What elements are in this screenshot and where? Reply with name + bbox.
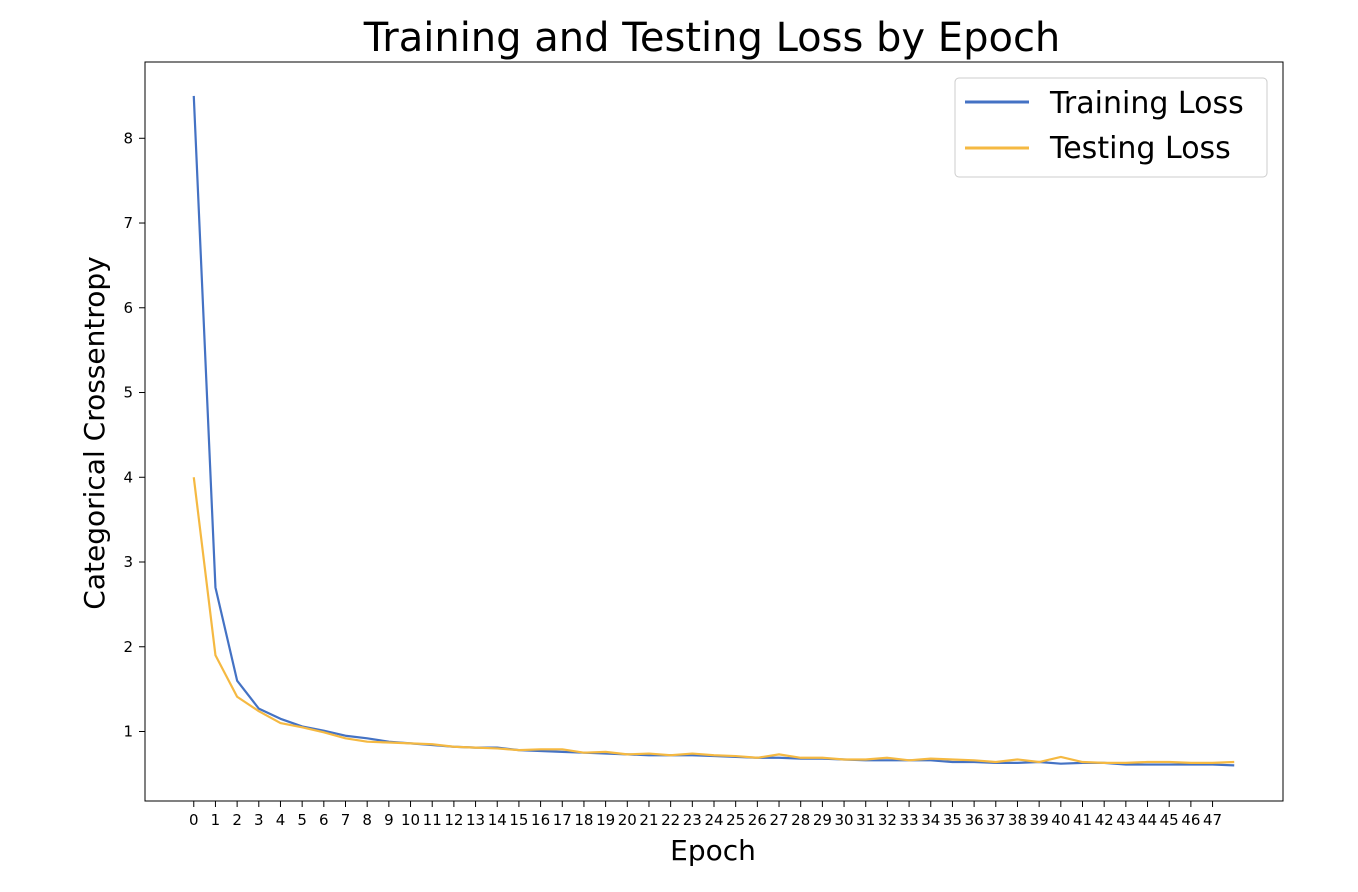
x-tick-label: 32 — [878, 811, 897, 829]
x-tick-label: 7 — [341, 811, 351, 829]
x-tick-label: 23 — [683, 811, 702, 829]
x-tick-label: 40 — [1051, 811, 1070, 829]
y-tick-label: 2 — [123, 638, 133, 656]
x-tick-label: 34 — [921, 811, 940, 829]
x-tick-label: 37 — [986, 811, 1005, 829]
x-tick-label: 11 — [423, 811, 442, 829]
x-tick-label: 43 — [1116, 811, 1135, 829]
x-tick-label: 13 — [466, 811, 485, 829]
series-lines — [192, 95, 1235, 767]
x-tick-label: 4 — [276, 811, 286, 829]
x-tick-label: 41 — [1073, 811, 1092, 829]
x-tick-label: 27 — [769, 811, 788, 829]
x-tick-label: 30 — [835, 811, 854, 829]
x-tick-label: 33 — [900, 811, 919, 829]
x-tick-label: 22 — [661, 811, 680, 829]
x-tick-label: 10 — [401, 811, 420, 829]
x-tick-label: 26 — [748, 811, 767, 829]
x-tick-label: 36 — [965, 811, 984, 829]
x-tick-label: 21 — [639, 811, 658, 829]
y-axis-ticks: 1 2 3 4 5 6 7 8 — [123, 129, 145, 741]
legend: Training Loss Testing Loss — [954, 77, 1268, 178]
y-axis-label: Categorical Crossentropy — [78, 256, 111, 609]
x-tick-label: 35 — [943, 811, 962, 829]
x-tick-label: 17 — [553, 811, 572, 829]
legend-box — [954, 77, 1268, 178]
x-tick-label: 25 — [726, 811, 745, 829]
legend-label-training-loss: Training Loss — [1049, 86, 1244, 121]
legend-label-testing-loss: Testing Loss — [1049, 131, 1231, 166]
series-line-testing-loss — [192, 477, 1235, 764]
x-axis-ticks: 0 1 2 3 4 5 6 7 8 9 10 11 12 13 14 15 16 17 18 19 20 21 22 23 24… — [189, 801, 1222, 829]
x-tick-label: 46 — [1181, 811, 1200, 829]
x-tick-label: 5 — [297, 811, 307, 829]
x-tick-label: 47 — [1203, 811, 1222, 829]
y-tick-label: 4 — [123, 468, 133, 486]
y-tick-label: 1 — [123, 723, 133, 741]
x-tick-label: 18 — [574, 811, 593, 829]
x-tick-label: 20 — [618, 811, 637, 829]
x-tick-label: 0 — [189, 811, 199, 829]
x-tick-label: 19 — [596, 811, 615, 829]
x-tick-label: 38 — [1008, 811, 1027, 829]
x-tick-label: 31 — [856, 811, 875, 829]
x-tick-label: 29 — [813, 811, 832, 829]
x-tick-label: 44 — [1138, 811, 1157, 829]
y-tick-label: 5 — [123, 384, 133, 402]
x-tick-label: 6 — [319, 811, 329, 829]
x-tick-label: 1 — [211, 811, 221, 829]
x-tick-label: 24 — [704, 811, 723, 829]
x-tick-label: 2 — [232, 811, 242, 829]
x-tick-label: 42 — [1095, 811, 1114, 829]
y-tick-label: 8 — [123, 129, 133, 147]
x-axis-label: Epoch — [670, 834, 756, 867]
y-tick-label: 6 — [123, 299, 133, 317]
x-tick-label: 45 — [1160, 811, 1179, 829]
plot-area — [144, 61, 1284, 802]
x-tick-label: 9 — [384, 811, 394, 829]
x-tick-label: 3 — [254, 811, 264, 829]
chart-title: Training and Testing Loss by Epoch — [363, 15, 1061, 61]
x-tick-label: 16 — [531, 811, 550, 829]
x-tick-label: 8 — [362, 811, 372, 829]
y-tick-label: 7 — [123, 214, 133, 232]
x-tick-label: 14 — [488, 811, 507, 829]
y-tick-label: 3 — [123, 553, 133, 571]
x-tick-label: 15 — [509, 811, 528, 829]
x-tick-label: 39 — [1030, 811, 1049, 829]
x-tick-label: 12 — [444, 811, 463, 829]
x-tick-label: 28 — [791, 811, 810, 829]
